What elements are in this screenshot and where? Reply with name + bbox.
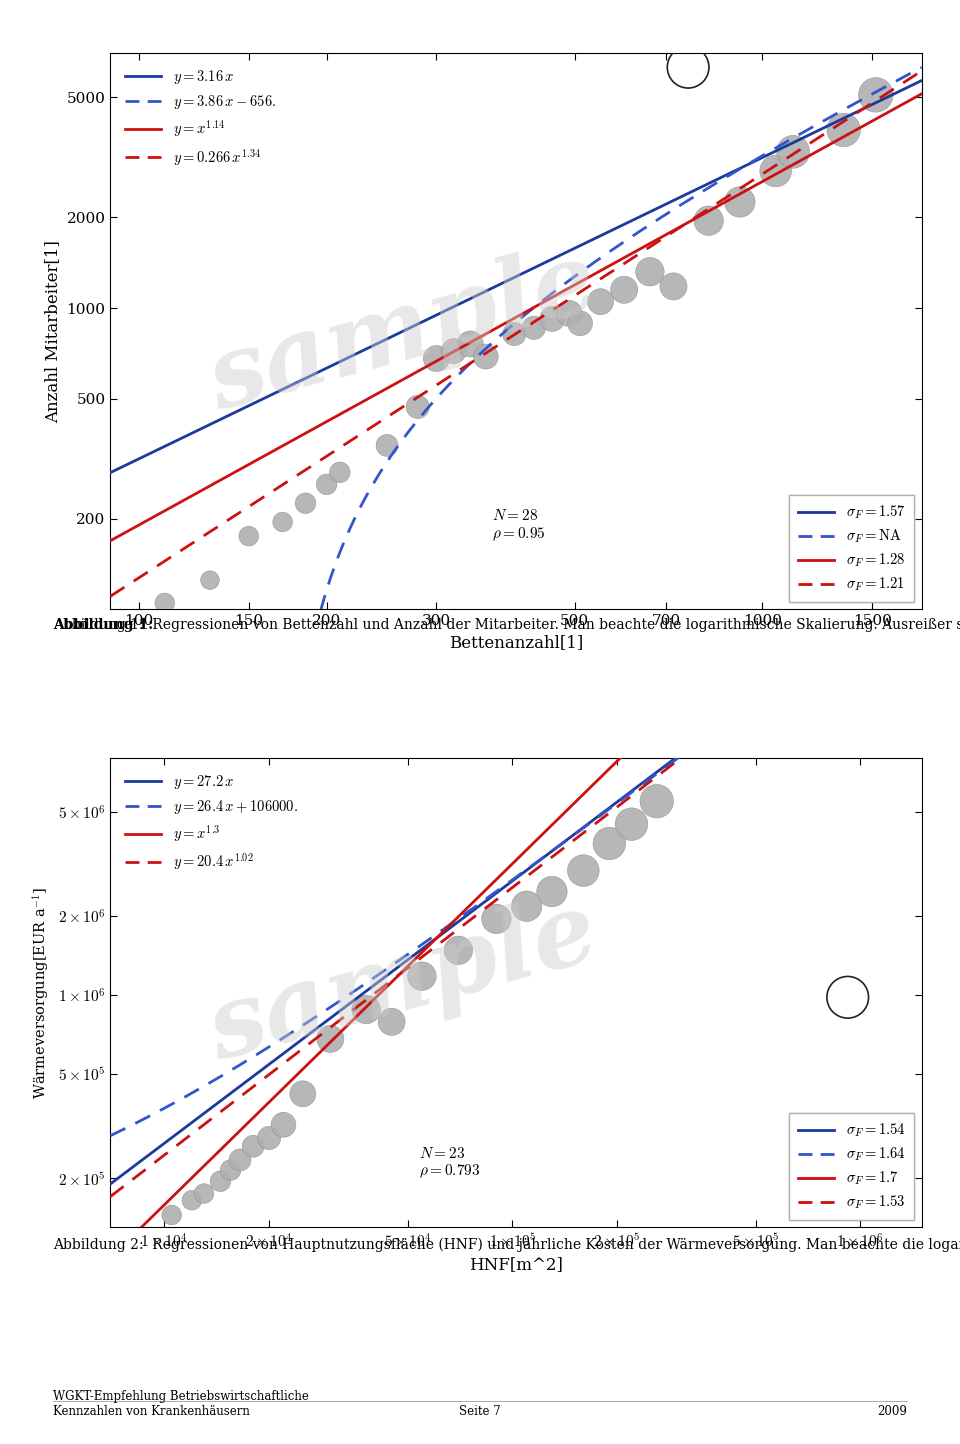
- Point: [164, 1203, 180, 1226]
- Point: [544, 308, 560, 331]
- Point: [319, 472, 334, 495]
- Point: [576, 859, 591, 882]
- Point: [203, 569, 218, 592]
- Legend: $\sigma_F = 1.57$, $\sigma_F = \mathrm{NA}$, $\sigma_F = 1.28$, $\sigma_F = 1.21: $\sigma_F = 1.57$, $\sigma_F = \mathrm{N…: [789, 495, 914, 602]
- Point: [196, 1183, 211, 1206]
- Text: WGKT-Empfehlung Betriebswirtschaftliche
Kennzahlen von Krankenhäusern: WGKT-Empfehlung Betriebswirtschaftliche …: [53, 1391, 309, 1418]
- Point: [649, 790, 664, 813]
- Point: [323, 1027, 338, 1050]
- Point: [410, 396, 425, 419]
- Point: [732, 191, 748, 214]
- Text: $N = 23$
$\rho = 0.793$: $N = 23$ $\rho = 0.793$: [419, 1145, 480, 1181]
- Point: [184, 1188, 200, 1212]
- Point: [526, 316, 541, 339]
- Point: [616, 279, 632, 302]
- Point: [384, 1011, 399, 1034]
- Point: [246, 1135, 261, 1158]
- Point: [478, 345, 493, 368]
- Point: [451, 939, 467, 962]
- Point: [213, 1170, 228, 1193]
- Point: [415, 965, 430, 988]
- Point: [562, 302, 577, 325]
- Text: Abbildung 2:  Regressionen von Hauptnutzungsfläche (HNF) und jährliche Kosten de: Abbildung 2: Regressionen von Hauptnutzu…: [53, 1238, 960, 1252]
- Text: Seite 7: Seite 7: [459, 1405, 501, 1418]
- Point: [223, 1158, 238, 1181]
- Point: [701, 209, 716, 232]
- Point: [602, 832, 617, 855]
- X-axis label: HNF[m^2]: HNF[m^2]: [469, 1256, 563, 1274]
- Point: [275, 510, 290, 533]
- Point: [768, 159, 783, 182]
- Point: [332, 461, 348, 484]
- Point: [836, 118, 852, 142]
- Point: [232, 1148, 248, 1171]
- Text: $N = 28$
$\rho = 0.95$: $N = 28$ $\rho = 0.95$: [492, 508, 545, 543]
- Point: [358, 998, 373, 1021]
- Point: [295, 1082, 310, 1105]
- Point: [593, 290, 609, 313]
- Point: [157, 592, 173, 615]
- Point: [624, 813, 639, 836]
- Text: sample: sample: [199, 884, 608, 1080]
- Point: [681, 56, 696, 79]
- Point: [261, 1126, 276, 1149]
- Point: [241, 524, 256, 547]
- Point: [379, 433, 395, 456]
- Point: [463, 332, 478, 355]
- Legend: $\sigma_F = 1.54$, $\sigma_F = 1.64$, $\sigma_F = 1.7$, $\sigma_F = 1.53$: $\sigma_F = 1.54$, $\sigma_F = 1.64$, $\…: [789, 1113, 914, 1220]
- Point: [276, 1113, 291, 1136]
- Point: [298, 492, 313, 516]
- Point: [544, 879, 560, 902]
- Point: [507, 322, 522, 345]
- Point: [572, 312, 588, 335]
- Point: [519, 895, 535, 918]
- Text: sample: sample: [199, 234, 608, 430]
- Text: Abbildung 1:: Abbildung 1:: [53, 618, 158, 632]
- Point: [489, 907, 504, 930]
- Y-axis label: Wärmeversorgung[EUR a$^{-1}$]: Wärmeversorgung[EUR a$^{-1}$]: [30, 887, 51, 1099]
- Y-axis label: Anzahl Mitarbeiter[1]: Anzahl Mitarbeiter[1]: [44, 240, 61, 423]
- Point: [141, 1230, 156, 1253]
- Point: [840, 986, 855, 1009]
- Point: [446, 339, 462, 362]
- Point: [868, 84, 883, 107]
- Point: [785, 140, 801, 163]
- Text: 2009: 2009: [877, 1405, 907, 1418]
- X-axis label: Bettenanzahl[1]: Bettenanzahl[1]: [449, 634, 583, 651]
- Point: [429, 347, 444, 370]
- Text: Abbildung 1:  Regressionen von Bettenzahl und Anzahl der Mitarbeiter. Man beacht: Abbildung 1: Regressionen von Bettenzahl…: [53, 618, 960, 632]
- Point: [666, 274, 682, 297]
- Point: [642, 260, 658, 283]
